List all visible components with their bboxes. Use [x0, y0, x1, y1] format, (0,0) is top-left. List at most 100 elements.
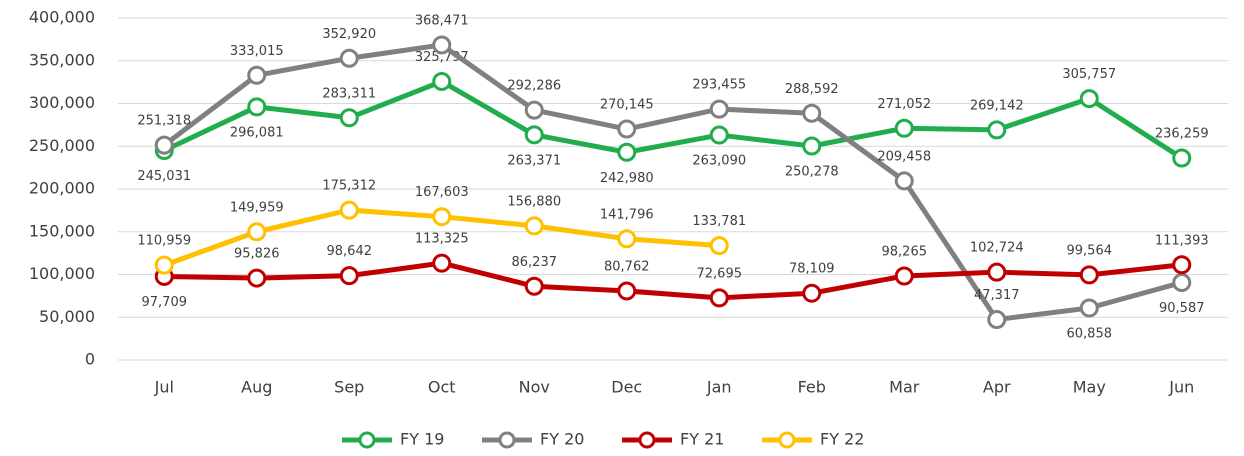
data-point	[802, 103, 822, 123]
data-point	[894, 266, 914, 286]
data-label: 292,286	[507, 79, 561, 94]
data-point	[432, 253, 452, 273]
data-label: 283,311	[322, 86, 376, 101]
data-point	[987, 310, 1007, 330]
y-tick-label: 50,000	[39, 307, 95, 326]
y-tick-label: 200,000	[29, 179, 95, 198]
legend-label: FY 20	[540, 430, 584, 449]
data-point	[524, 100, 544, 120]
data-label: 80,762	[604, 259, 650, 274]
data-point	[524, 216, 544, 236]
data-point	[524, 276, 544, 296]
data-point	[617, 281, 637, 301]
data-label: 271,052	[877, 97, 931, 112]
data-point	[1172, 273, 1192, 293]
data-label: 99,564	[1067, 243, 1113, 258]
data-point	[339, 108, 359, 128]
data-label: 78,109	[789, 262, 835, 277]
data-label: 250,278	[785, 165, 839, 180]
data-label: 98,642	[327, 244, 373, 259]
data-point	[247, 222, 267, 242]
data-point	[709, 236, 729, 256]
y-tick-label: 100,000	[29, 264, 95, 283]
data-label: 110,959	[137, 234, 191, 249]
x-tick-label: Apr	[983, 378, 1011, 397]
x-tick-label: May	[1073, 378, 1106, 397]
data-label: 72,695	[697, 266, 743, 281]
y-tick-label: 400,000	[29, 8, 95, 27]
data-point	[709, 99, 729, 119]
data-label: 175,312	[322, 179, 376, 194]
data-label: 102,724	[970, 241, 1024, 256]
data-point	[154, 255, 174, 275]
data-point	[524, 125, 544, 145]
data-point	[802, 136, 822, 156]
data-label: 111,393	[1155, 233, 1209, 248]
data-label: 209,458	[877, 149, 931, 164]
data-point	[617, 229, 637, 249]
data-point	[617, 119, 637, 139]
x-tick-label: Feb	[798, 378, 826, 397]
y-tick-label: 350,000	[29, 50, 95, 69]
data-point	[894, 118, 914, 138]
data-label: 245,031	[137, 169, 191, 184]
data-point	[154, 135, 174, 155]
data-label: 293,455	[692, 78, 746, 93]
data-point	[339, 266, 359, 286]
series-line	[163, 78, 1184, 161]
data-point	[432, 71, 452, 91]
data-point	[987, 120, 1007, 140]
legend-label: FY 21	[680, 430, 724, 449]
data-point	[339, 48, 359, 68]
data-label: 113,325	[415, 232, 469, 247]
data-label: 98,265	[882, 244, 928, 259]
data-point	[1079, 298, 1099, 318]
data-label: 269,142	[970, 98, 1024, 113]
data-label: 141,796	[600, 207, 654, 222]
y-tick-label: 150,000	[29, 221, 95, 240]
legend-label: FY 19	[400, 430, 444, 449]
x-tick-label: Mar	[889, 378, 920, 397]
legend-marker	[498, 431, 516, 449]
data-point	[432, 35, 452, 55]
data-label: 263,371	[507, 153, 561, 168]
data-label: 86,237	[512, 255, 558, 270]
data-label: 251,318	[137, 114, 191, 129]
legend-marker	[638, 431, 656, 449]
data-point	[1172, 148, 1192, 168]
x-tick-label: Jun	[1168, 378, 1194, 397]
data-point	[1079, 265, 1099, 285]
data-label: 333,015	[230, 44, 284, 59]
data-label: 288,592	[785, 82, 839, 97]
legend-marker	[778, 431, 796, 449]
data-point	[1172, 255, 1192, 275]
data-label: 90,587	[1159, 301, 1205, 316]
x-tick-label: Aug	[241, 378, 272, 397]
x-tick-label: Oct	[428, 378, 456, 397]
data-label: 242,980	[600, 171, 654, 186]
data-point	[432, 207, 452, 227]
y-tick-label: 0	[85, 350, 95, 369]
data-label: 167,603	[415, 185, 469, 200]
series-line	[162, 42, 1183, 323]
x-tick-label: Nov	[519, 378, 550, 397]
legend-label: FY 22	[820, 430, 864, 449]
data-point	[617, 142, 637, 162]
x-tick-label: Dec	[611, 378, 642, 397]
data-label: 296,081	[230, 125, 284, 140]
data-label: 270,145	[600, 98, 654, 113]
data-point	[247, 97, 267, 117]
data-label: 133,781	[692, 214, 746, 229]
x-tick-label: Jul	[154, 378, 174, 397]
data-point	[894, 171, 914, 191]
data-label: 305,757	[1062, 67, 1116, 82]
data-point	[709, 288, 729, 308]
series-line	[164, 260, 1183, 301]
data-point	[1079, 89, 1099, 109]
data-label: 263,090	[692, 154, 746, 169]
y-tick-label: 300,000	[29, 93, 95, 112]
data-label: 352,920	[322, 27, 376, 42]
data-label: 368,471	[415, 13, 469, 28]
y-tick-label: 250,000	[29, 136, 95, 155]
